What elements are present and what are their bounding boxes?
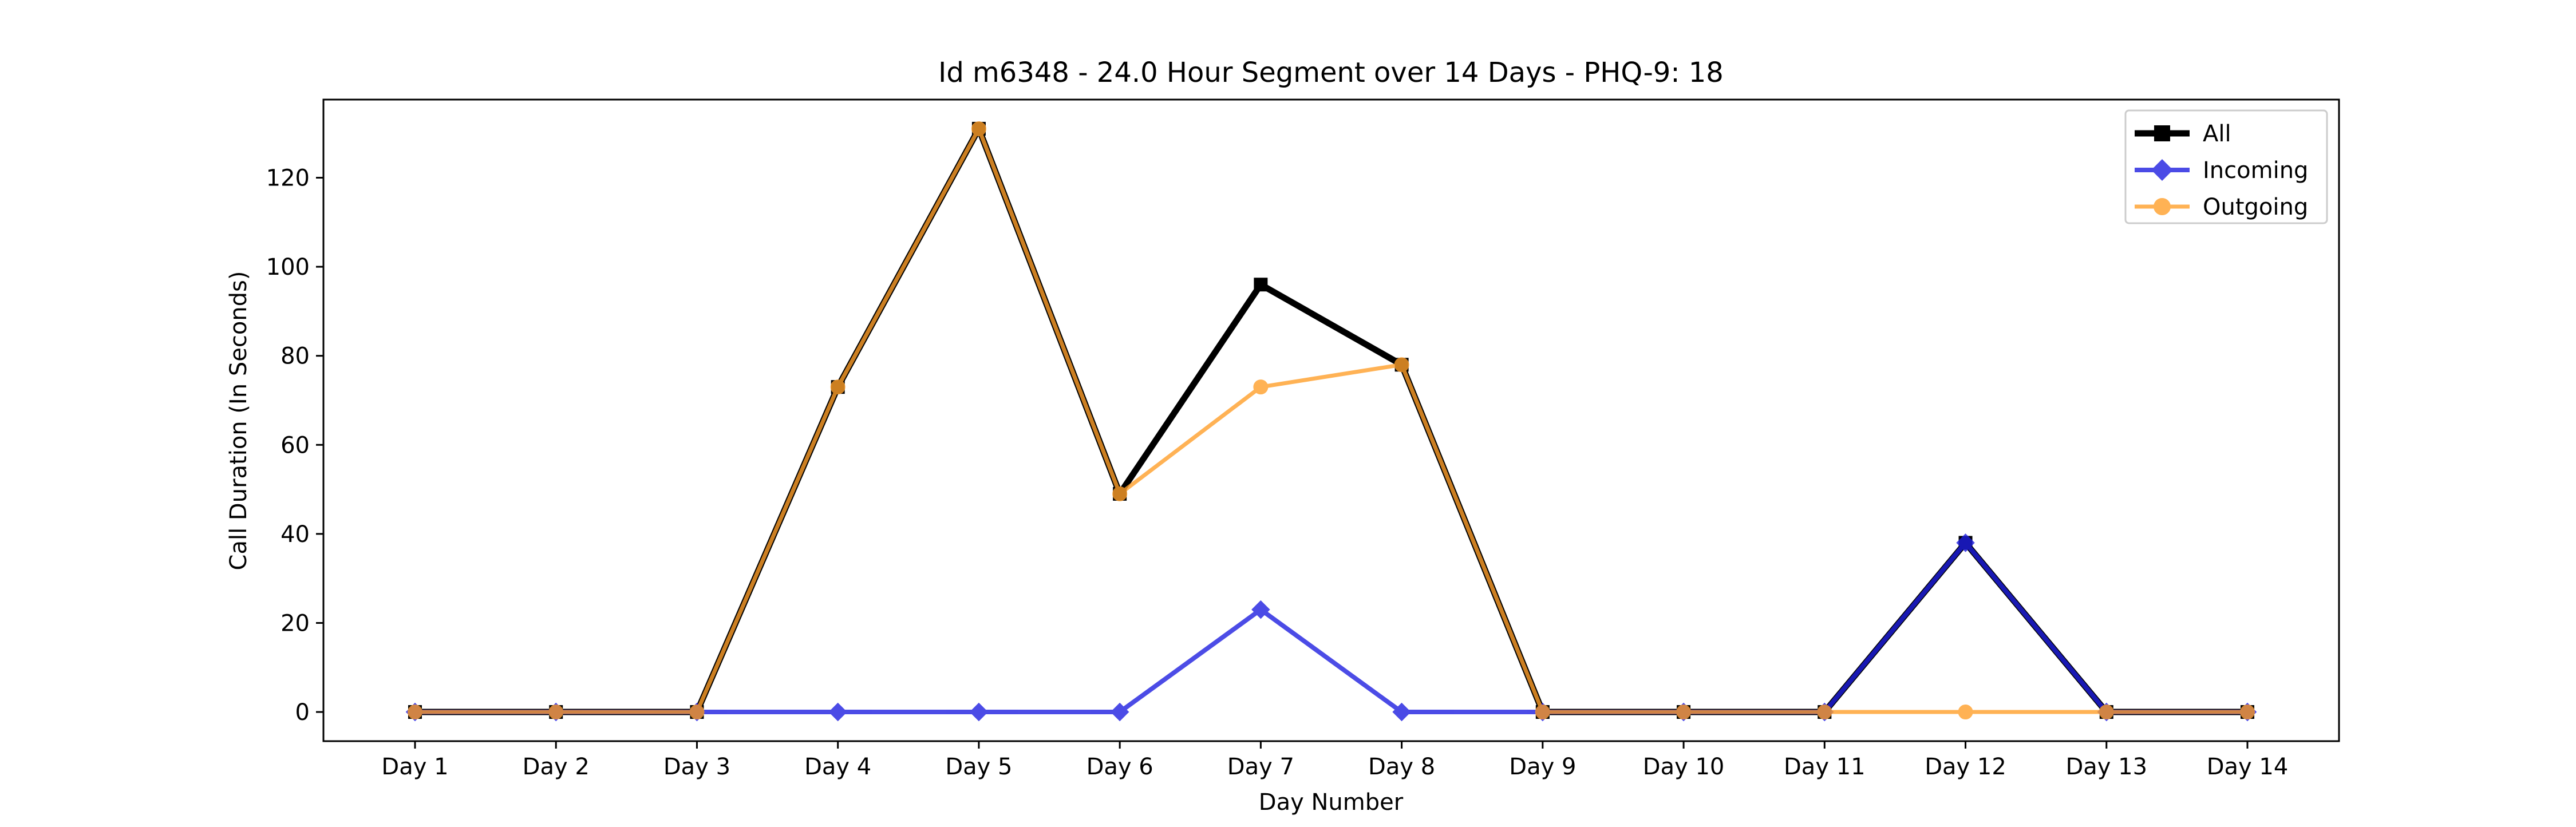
x-tick-label: Day 12 [1925, 754, 2006, 780]
data-point-outgoing [689, 705, 705, 720]
x-tick-label: Day 1 [381, 754, 448, 780]
series-line-outgoing [415, 124, 2247, 714]
x-tick-label: Day 2 [523, 754, 590, 780]
x-tick-label: Day 6 [1086, 754, 1153, 780]
data-point-incoming [828, 702, 847, 722]
data-point-outgoing [1112, 486, 1128, 501]
y-axis: 0 20 40 60 80 100 120 [266, 165, 323, 726]
legend: All Incoming Outgoing [2124, 109, 2328, 224]
x-tick-label: Day 5 [945, 754, 1012, 780]
y-tick-label: 100 [266, 254, 310, 280]
x-tick-label: Day 4 [804, 754, 871, 780]
x-tick-label: Day 3 [663, 754, 730, 780]
legend-box [2124, 109, 2328, 224]
x-axis-label: Day Number [1259, 789, 1404, 816]
plot-frame [322, 98, 2340, 742]
series-all [408, 121, 2254, 719]
x-tick-label: Day 8 [1368, 754, 1435, 780]
data-point-outgoing [1958, 705, 1973, 720]
data-point-outgoing [548, 705, 564, 720]
x-tick-label: Day 9 [1509, 754, 1576, 780]
data-point-incoming [969, 702, 989, 722]
legend-label-incoming: Incoming [2203, 157, 2308, 184]
series-outgoing [408, 121, 2255, 720]
y-tick-label: 40 [280, 521, 310, 548]
legend-label-outgoing: Outgoing [2203, 194, 2308, 220]
legend-marker-incoming [2151, 159, 2173, 181]
x-axis: Day 1 Day 2 Day 3 Day 4 Day 5 Day 6 Day 7 Day 8… [381, 741, 2288, 780]
legend-entry-all [2135, 125, 2190, 141]
data-point-incoming [1956, 533, 1975, 552]
y-tick-label: 0 [295, 699, 310, 726]
x-tick-label: Day 11 [1784, 754, 1866, 780]
data-point-outgoing [1535, 705, 1550, 720]
plot-area [405, 121, 2257, 722]
data-point-incoming [1251, 600, 1270, 619]
data-point-outgoing [1394, 357, 1409, 373]
data-point-all [1254, 278, 1268, 292]
chart-title: Id m6348 - 24.0 Hour Segment over 14 Day… [938, 57, 1724, 89]
data-point-outgoing [2099, 705, 2114, 720]
data-point-outgoing [2240, 705, 2255, 720]
x-tick-label: Day 14 [2207, 754, 2289, 780]
data-point-outgoing [830, 379, 846, 395]
data-point-outgoing [1817, 705, 1832, 720]
data-point-outgoing [1253, 379, 1269, 395]
y-tick-label: 60 [280, 432, 310, 458]
data-point-incoming [1392, 702, 1411, 722]
data-point-outgoing [1676, 705, 1692, 720]
y-axis-label: Call Duration (In Seconds) [226, 271, 252, 571]
legend-entry-incoming [2135, 159, 2190, 181]
legend-marker-all [2154, 125, 2170, 141]
x-tick-label: Day 13 [2065, 754, 2147, 780]
data-point-incoming [1110, 702, 1129, 722]
series-line-all [415, 121, 2247, 715]
y-tick-label: 120 [266, 165, 310, 192]
x-tick-label: Day 10 [1643, 754, 1725, 780]
x-tick-label: Day 7 [1227, 754, 1294, 780]
y-tick-label: 20 [280, 610, 310, 636]
data-point-outgoing [408, 705, 422, 720]
legend-marker-outgoing [2154, 198, 2171, 215]
legend-entry-outgoing [2135, 198, 2190, 215]
y-tick-label: 80 [280, 343, 310, 370]
data-point-outgoing [971, 121, 986, 136]
series-line-incoming [415, 539, 2247, 715]
legend-label-all: All [2203, 121, 2231, 147]
